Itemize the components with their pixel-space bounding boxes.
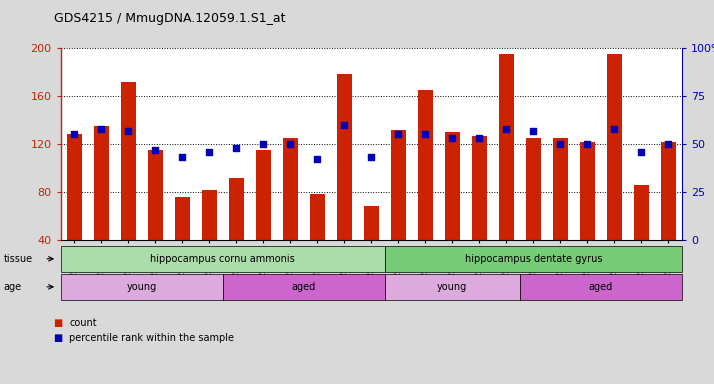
Point (366, 154, 377, 161)
Bar (202, 190, 216, 240)
Bar (580, 142, 595, 240)
Point (473, 135, 485, 141)
Text: aged: aged (589, 282, 613, 292)
Point (663, 141, 674, 147)
Bar (228, 177, 243, 240)
Bar (472, 136, 487, 240)
Point (311, 156, 323, 162)
Point (96, 126, 107, 132)
Text: tissue: tissue (4, 254, 33, 264)
Bar (67, 134, 81, 240)
Bar (418, 90, 433, 240)
Bar (553, 138, 568, 240)
Point (608, 126, 620, 132)
Point (393, 131, 404, 137)
Point (149, 147, 161, 153)
Bar (310, 194, 325, 240)
Point (420, 131, 431, 137)
Point (285, 141, 296, 147)
Bar (391, 129, 406, 240)
Point (501, 126, 512, 132)
Bar (337, 74, 352, 240)
Text: count: count (69, 318, 97, 328)
Bar (94, 126, 109, 240)
Text: hippocampus dentate gyrus: hippocampus dentate gyrus (465, 254, 602, 264)
Text: hippocampus cornu ammonis: hippocampus cornu ammonis (151, 254, 295, 264)
Bar (526, 138, 540, 240)
Point (582, 141, 593, 147)
Bar (256, 150, 271, 240)
Point (635, 149, 647, 155)
Text: age: age (4, 282, 21, 292)
Bar (661, 142, 675, 240)
Bar (175, 197, 190, 240)
Text: percentile rank within the sample: percentile rank within the sample (69, 333, 234, 343)
Point (69, 131, 80, 137)
Bar (445, 132, 460, 240)
Bar (364, 207, 378, 240)
Text: aged: aged (291, 282, 316, 292)
Text: young: young (437, 282, 468, 292)
Point (123, 127, 134, 134)
Bar (121, 81, 136, 240)
Bar (607, 54, 622, 240)
Point (176, 154, 188, 161)
Point (231, 145, 242, 151)
Point (528, 127, 539, 134)
Point (338, 122, 350, 128)
Point (258, 141, 269, 147)
Text: ■: ■ (54, 333, 63, 343)
Bar (148, 150, 163, 240)
Text: GDS4215 / MmugDNA.12059.1.S1_at: GDS4215 / MmugDNA.12059.1.S1_at (54, 12, 285, 25)
Bar (283, 138, 298, 240)
Text: ■: ■ (54, 318, 63, 328)
Point (203, 149, 215, 155)
Point (446, 135, 458, 141)
Text: young: young (126, 282, 157, 292)
Bar (499, 54, 514, 240)
Bar (634, 185, 649, 240)
Point (555, 141, 566, 147)
